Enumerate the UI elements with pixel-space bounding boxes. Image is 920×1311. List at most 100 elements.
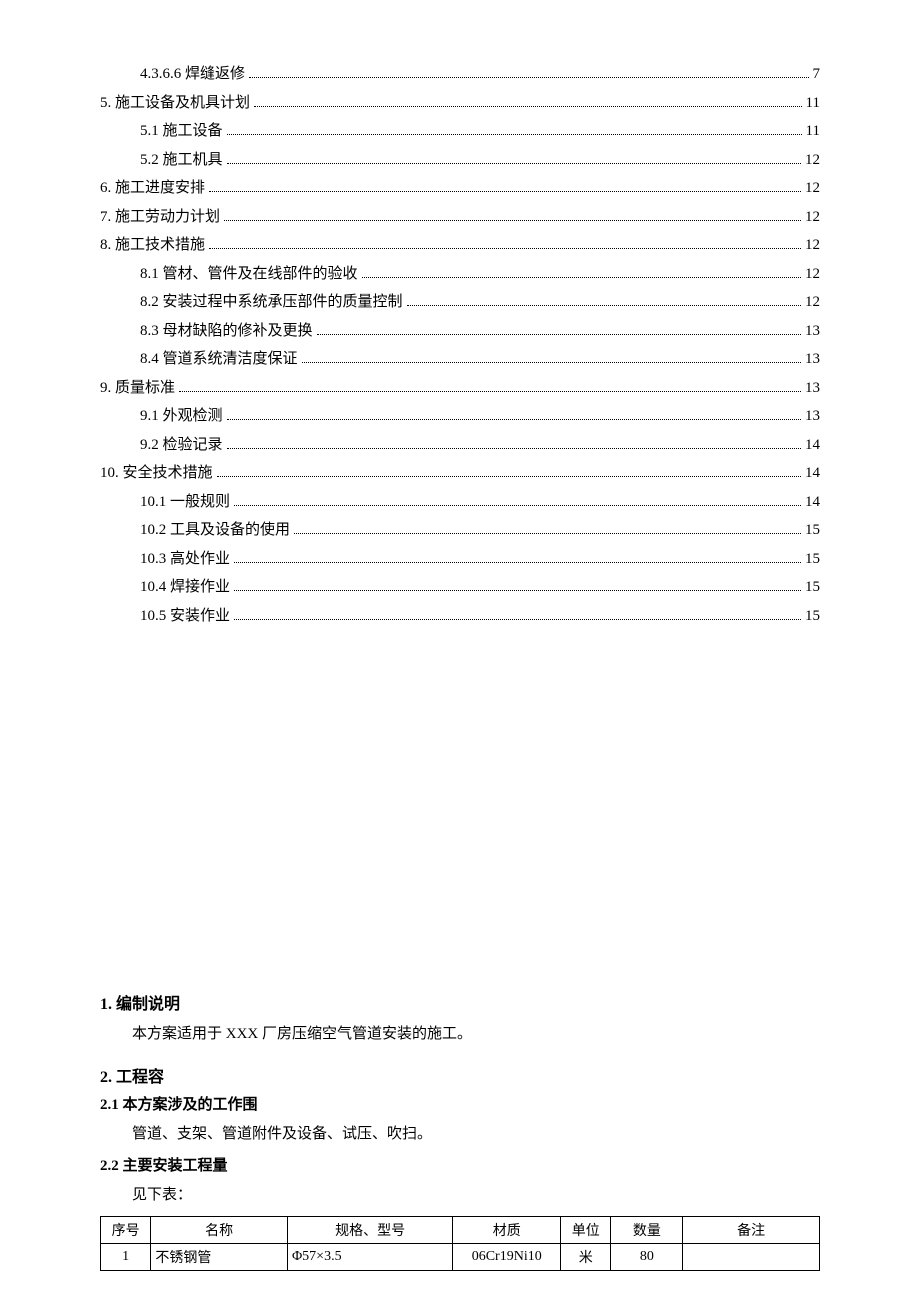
section-2-heading: 2. 工程容: [100, 1063, 820, 1087]
table-column-header: 材质: [453, 1216, 561, 1243]
toc-page-number: 11: [806, 89, 820, 118]
table-cell: 1: [101, 1243, 151, 1270]
toc-page-number: 12: [805, 174, 820, 203]
toc-page-number: 7: [813, 60, 821, 89]
toc-leader-dots: [209, 191, 801, 192]
table-column-header: 数量: [611, 1216, 683, 1243]
toc-leader-dots: [209, 248, 801, 249]
toc-label: 10.2 工具及设备的使用: [140, 516, 290, 545]
toc-entry: 8.1 管材、管件及在线部件的验收 12: [100, 260, 820, 289]
toc-entry: 10.2 工具及设备的使用 15: [100, 516, 820, 545]
toc-entry: 5.1 施工设备11: [100, 117, 820, 146]
toc-label: 9.1 外观检测: [140, 402, 223, 431]
section-1: 1. 编制说明 本方案适用于 XXX 厂房压缩空气管道安装的施工。: [100, 990, 820, 1049]
toc-entry: 10.3 高处作业15: [100, 545, 820, 574]
toc-label: 6. 施工进度安排: [100, 174, 205, 203]
toc-leader-dots: [234, 590, 801, 591]
toc-entry: 10. 安全技术措施 14: [100, 459, 820, 488]
toc-entry: 9.2 检验记录 14: [100, 431, 820, 460]
toc-page-number: 12: [805, 146, 820, 175]
toc-leader-dots: [294, 533, 801, 534]
toc-leader-dots: [254, 106, 802, 107]
toc-label: 8.1 管材、管件及在线部件的验收: [140, 260, 358, 289]
toc-label: 8.4 管道系统清洁度保证: [140, 345, 298, 374]
toc-label: 10.5 安装作业: [140, 602, 230, 631]
toc-entry: 6. 施工进度安排 12: [100, 174, 820, 203]
toc-label: 10.4 焊接作业: [140, 573, 230, 602]
table-cell: Φ57×3.5: [287, 1243, 452, 1270]
table-cell: 米: [561, 1243, 611, 1270]
toc-page-number: 13: [805, 374, 820, 403]
toc-label: 5.2 施工机具: [140, 146, 223, 175]
table-column-header: 规格、型号: [287, 1216, 452, 1243]
quantity-table-wrap: 序号名称规格、型号材质单位数量备注 1不锈钢管Φ57×3.506Cr19Ni10…: [100, 1216, 820, 1271]
toc-label: 8. 施工技术措施: [100, 231, 205, 260]
toc-page-number: 13: [805, 402, 820, 431]
toc-page-number: 12: [805, 260, 820, 289]
toc-page-number: 12: [805, 288, 820, 317]
toc-entry: 8. 施工技术措施 12: [100, 231, 820, 260]
toc-entry: 10.1 一般规则 14: [100, 488, 820, 517]
toc-label: 9. 质量标准: [100, 374, 175, 403]
toc-label: 5.1 施工设备: [140, 117, 223, 146]
table-body: 1不锈钢管Φ57×3.506Cr19Ni10米80: [101, 1243, 820, 1270]
toc-leader-dots: [179, 391, 801, 392]
table-cell: [683, 1243, 820, 1270]
toc-leader-dots: [317, 334, 801, 335]
toc-entry: 9. 质量标准 13: [100, 374, 820, 403]
toc-page-number: 15: [805, 545, 820, 574]
toc-leader-dots: [224, 220, 801, 221]
table-column-header: 名称: [151, 1216, 288, 1243]
toc-label: 8.3 母材缺陷的修补及更换: [140, 317, 313, 346]
toc-page-number: 14: [805, 459, 820, 488]
table-column-header: 序号: [101, 1216, 151, 1243]
toc-page-number: 15: [805, 602, 820, 631]
toc-label: 8.2 安装过程中系统承压部件的质量控制: [140, 288, 403, 317]
section-2-1-heading: 2.1 本方案涉及的工作围: [100, 1093, 820, 1114]
toc-label: 9.2 检验记录: [140, 431, 223, 460]
table-column-header: 单位: [561, 1216, 611, 1243]
toc-leader-dots: [234, 505, 801, 506]
toc-entry: 5. 施工设备及机具计划 11: [100, 89, 820, 118]
toc-page-number: 14: [805, 431, 820, 460]
section-2-2-body: 见下表：: [100, 1181, 820, 1210]
table-of-contents: 4.3.6.6 焊缝返修 7 5. 施工设备及机具计划 115.1 施工设备115.2…: [100, 60, 820, 630]
toc-page-number: 13: [805, 317, 820, 346]
table-column-header: 备注: [683, 1216, 820, 1243]
toc-entry: 5.2 施工机具 12: [100, 146, 820, 175]
toc-page-number: 14: [805, 488, 820, 517]
toc-entry: 8.2 安装过程中系统承压部件的质量控制 12: [100, 288, 820, 317]
section-2: 2. 工程容 2.1 本方案涉及的工作围 管道、支架、管道附件及设备、试压、吹扫…: [100, 1063, 820, 1210]
toc-leader-dots: [227, 419, 801, 420]
table-head: 序号名称规格、型号材质单位数量备注: [101, 1216, 820, 1243]
table-row: 1不锈钢管Φ57×3.506Cr19Ni10米80: [101, 1243, 820, 1270]
toc-leader-dots: [407, 305, 801, 306]
toc-entry: 7. 施工劳动力计划12: [100, 203, 820, 232]
toc-entry: 8.3 母材缺陷的修补及更换 13: [100, 317, 820, 346]
toc-entry: 10.5 安装作业 15: [100, 602, 820, 631]
toc-leader-dots: [217, 476, 801, 477]
toc-page-number: 15: [805, 573, 820, 602]
toc-entry: 8.4 管道系统清洁度保证 13: [100, 345, 820, 374]
toc-label: 10. 安全技术措施: [100, 459, 213, 488]
toc-label: 10.1 一般规则: [140, 488, 230, 517]
toc-leader-dots: [362, 277, 801, 278]
toc-page-number: 15: [805, 516, 820, 545]
toc-page-number: 13: [805, 345, 820, 374]
toc-page-number: 12: [805, 231, 820, 260]
table-header-row: 序号名称规格、型号材质单位数量备注: [101, 1216, 820, 1243]
table-cell: 80: [611, 1243, 683, 1270]
toc-entry: 4.3.6.6 焊缝返修 7: [100, 60, 820, 89]
table-cell: 不锈钢管: [151, 1243, 288, 1270]
section-1-body: 本方案适用于 XXX 厂房压缩空气管道安装的施工。: [100, 1020, 820, 1049]
toc-leader-dots: [234, 619, 801, 620]
toc-leader-dots: [234, 562, 801, 563]
toc-entry: 10.4 焊接作业 15: [100, 573, 820, 602]
toc-entry: 9.1 外观检测 13: [100, 402, 820, 431]
toc-label: 5. 施工设备及机具计划: [100, 89, 250, 118]
toc-label: 4.3.6.6 焊缝返修: [140, 60, 245, 89]
section-2-2-heading: 2.2 主要安装工程量: [100, 1154, 820, 1175]
section-1-heading: 1. 编制说明: [100, 990, 820, 1014]
toc-leader-dots: [227, 163, 801, 164]
toc-page-number: 12: [805, 203, 820, 232]
